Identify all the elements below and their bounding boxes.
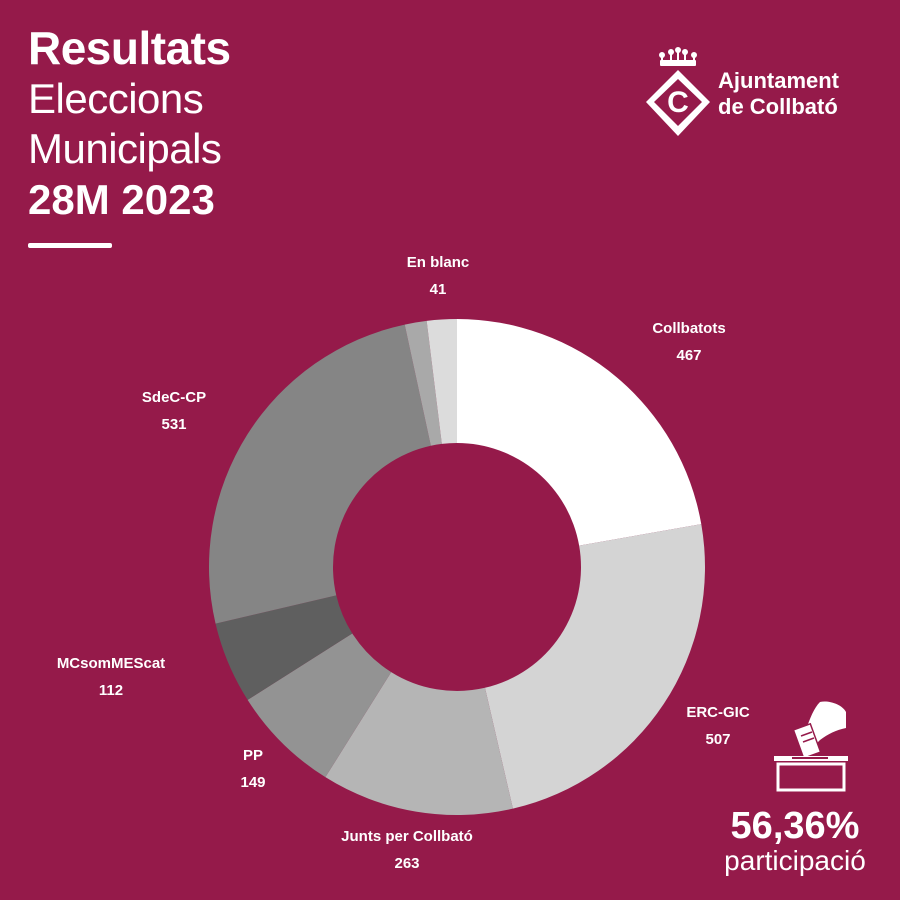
slice-label-value: 149	[240, 774, 265, 791]
logo-line-2: de Collbató	[718, 94, 838, 119]
slice-collbatots	[457, 319, 702, 546]
slice-label-name: En blanc	[407, 254, 470, 271]
slice-label-value: 263	[394, 855, 419, 872]
slice-pp	[247, 633, 392, 778]
slice-label-name: PP	[243, 747, 263, 764]
slice-en-blanc	[426, 319, 457, 444]
title-block: Resultats Eleccions Municipals 28M 2023	[28, 22, 231, 226]
slice-label-name: MCsomMEScat	[57, 655, 165, 672]
logo-text: Ajuntament de Collbató	[718, 68, 839, 120]
participation-value: 56,36%	[730, 805, 860, 847]
slice-label-value: 41	[430, 281, 447, 298]
slice-label-value: 531	[161, 416, 186, 433]
slice-label-name: Junts per Collbató	[341, 828, 473, 845]
slice-erc-gic	[484, 524, 705, 809]
slice-label-value: 467	[676, 347, 701, 364]
logo-line-1: Ajuntament	[718, 68, 839, 93]
slice-label-name: Collbatots	[652, 320, 725, 337]
slice-mcsommescat	[215, 595, 353, 700]
slice-label-name: ERC-GIC	[686, 704, 750, 721]
coat-of-arms-icon: C	[646, 47, 710, 136]
slice-label-name: SdeC-CP	[142, 389, 206, 406]
participation-label: participació	[724, 845, 866, 876]
chart-slices	[209, 319, 705, 815]
slice-other	[404, 320, 442, 446]
slice-sdec-cp	[209, 324, 431, 624]
title-resultats: Resultats	[28, 22, 231, 74]
ajuntament-logo: C Ajuntament de Collbató	[640, 46, 870, 141]
emblem-letter: C	[667, 86, 689, 119]
slice-label-value: 507	[705, 731, 730, 748]
title-municipals: Municipals	[28, 125, 222, 172]
title-underline	[28, 243, 112, 248]
chart-labels: Collbatots 467 ERC-GIC 507 Junts per Collbat…	[57, 254, 750, 872]
slice-label-value: 112	[99, 682, 123, 699]
ballot-box-icon	[774, 701, 848, 792]
title-eleccions: Eleccions	[28, 75, 204, 122]
slice-junts-per-collbató	[325, 672, 513, 815]
title-date: 28M 2023	[28, 176, 215, 223]
